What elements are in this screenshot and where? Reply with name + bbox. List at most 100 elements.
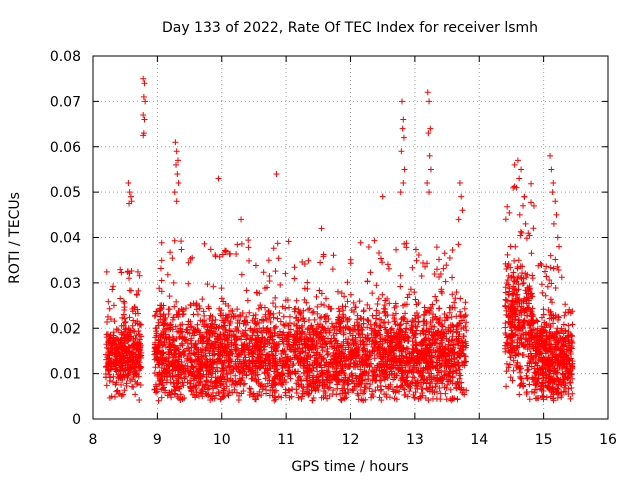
- data-point: [328, 376, 335, 383]
- data-point: [189, 364, 196, 371]
- data-point: [413, 339, 420, 346]
- data-point: [243, 313, 250, 320]
- data-point: [326, 393, 333, 400]
- data-point: [451, 356, 458, 363]
- data-point: [249, 353, 256, 360]
- data-point: [190, 311, 197, 318]
- data-point: [309, 397, 316, 404]
- data-point: [304, 285, 311, 292]
- data-point: [159, 350, 166, 357]
- data-point: [192, 341, 199, 348]
- data-point: [219, 251, 226, 258]
- data-point: [362, 348, 369, 355]
- data-point: [322, 361, 329, 368]
- data-point: [298, 338, 305, 345]
- data-point: [207, 378, 214, 385]
- data-point: [310, 328, 317, 335]
- data-point: [221, 347, 228, 354]
- data-point: [517, 274, 524, 281]
- data-point: [371, 341, 378, 348]
- data-point: [378, 316, 385, 323]
- data-point: [394, 362, 401, 369]
- data-point: [230, 366, 237, 373]
- data-point: [313, 330, 320, 337]
- data-point: [315, 334, 322, 341]
- data-point: [181, 336, 188, 343]
- data-point: [282, 386, 289, 393]
- data-point: [386, 343, 393, 350]
- data-point: [303, 355, 310, 362]
- data-point: [456, 180, 463, 187]
- data-point: [443, 262, 450, 269]
- data-point: [510, 269, 517, 276]
- data-point: [219, 317, 226, 324]
- data-point: [297, 310, 304, 317]
- data-point: [506, 288, 513, 295]
- data-point: [525, 295, 532, 302]
- data-point: [415, 395, 422, 402]
- data-point: [384, 362, 391, 369]
- data-point: [351, 347, 358, 354]
- data-point: [236, 335, 243, 342]
- data-point: [209, 364, 216, 371]
- data-point: [282, 392, 289, 399]
- data-point: [535, 262, 542, 269]
- data-point: [409, 367, 416, 374]
- data-point: [550, 362, 557, 369]
- data-point: [396, 328, 403, 335]
- data-point: [115, 327, 122, 334]
- data-point: [524, 312, 531, 319]
- data-point: [155, 336, 162, 343]
- data-point: [243, 371, 250, 378]
- data-point: [368, 360, 375, 367]
- data-point: [424, 89, 431, 96]
- data-point: [155, 348, 162, 355]
- data-point: [431, 270, 438, 277]
- data-point: [121, 387, 128, 394]
- data-point: [433, 266, 440, 273]
- data-point: [337, 396, 344, 403]
- data-point: [129, 322, 136, 329]
- data-point: [266, 362, 273, 369]
- data-point: [346, 316, 353, 323]
- data-point: [379, 368, 386, 375]
- data-point: [553, 328, 560, 335]
- data-point: [318, 225, 325, 232]
- data-point: [207, 370, 214, 377]
- data-point: [564, 346, 571, 353]
- data-point: [121, 332, 128, 339]
- data-point: [511, 308, 518, 315]
- data-point: [569, 364, 576, 371]
- data-point: [377, 255, 384, 262]
- data-point: [529, 275, 536, 282]
- data-point: [415, 318, 422, 325]
- data-point: [202, 382, 209, 389]
- data-point: [158, 331, 165, 338]
- data-point: [313, 355, 320, 362]
- data-point: [511, 161, 518, 168]
- data-point: [232, 344, 239, 351]
- data-point: [106, 371, 113, 378]
- data-point: [426, 346, 433, 353]
- data-point: [273, 170, 280, 177]
- data-point: [118, 381, 125, 388]
- data-point: [318, 343, 325, 350]
- data-point: [503, 280, 510, 287]
- data-point: [259, 386, 266, 393]
- data-point: [549, 189, 556, 196]
- data-point: [124, 268, 131, 275]
- data-point: [453, 326, 460, 333]
- data-point: [543, 263, 550, 270]
- data-point: [542, 371, 549, 378]
- data-point: [322, 318, 329, 325]
- data-point: [526, 381, 533, 388]
- data-point: [558, 347, 565, 354]
- data-point: [260, 269, 267, 276]
- data-point: [354, 351, 361, 358]
- data-point: [519, 280, 526, 287]
- data-point: [547, 152, 554, 159]
- data-point: [338, 290, 345, 297]
- data-point: [451, 299, 458, 306]
- data-point: [523, 389, 530, 396]
- data-point: [528, 180, 535, 187]
